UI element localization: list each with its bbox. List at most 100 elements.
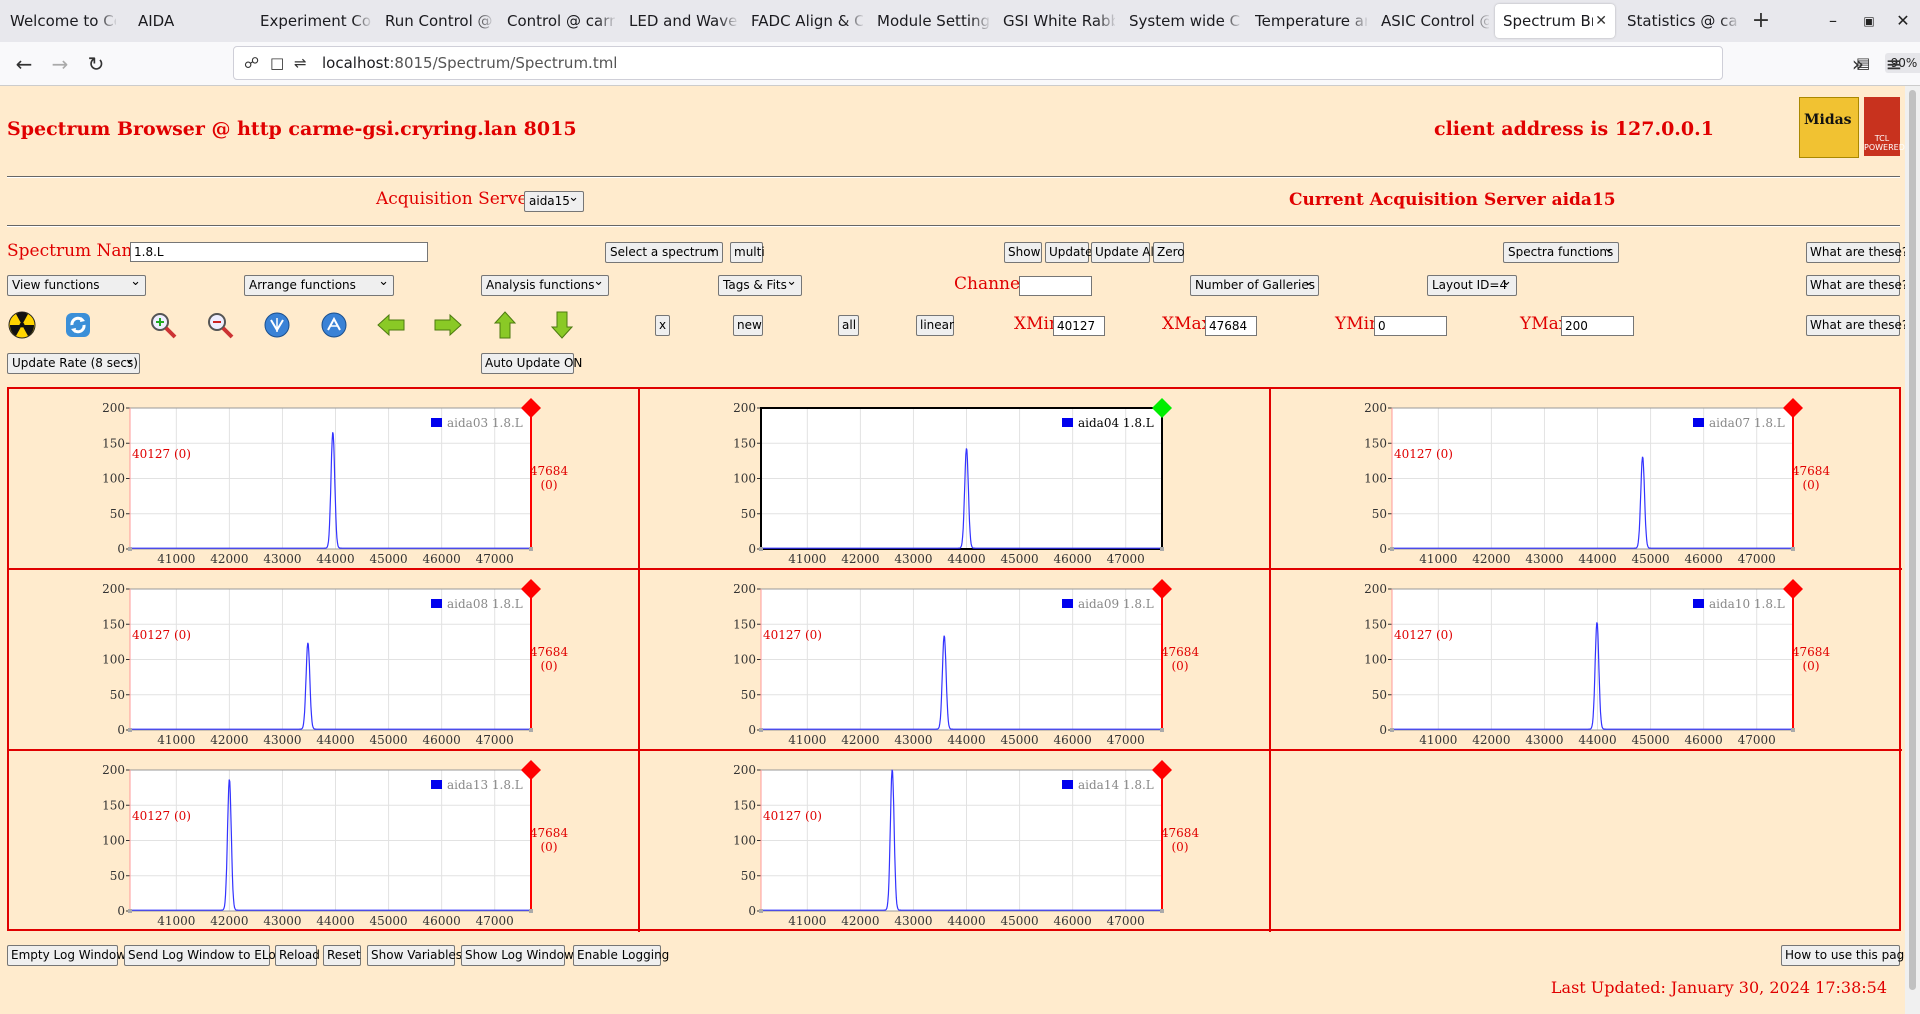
spectrum-panel[interactable]: 41000 42000 43000 44000 45000 46000 47000 0 50 10…	[1271, 570, 1902, 751]
linear-button[interactable]: linear	[916, 315, 954, 336]
browser-tab[interactable]: Control @ carm	[499, 4, 617, 38]
url-text[interactable]: localhost:8015/Spectrum/Spectrum.tml	[322, 54, 618, 72]
arrow-up-icon[interactable]	[490, 310, 520, 340]
close-window-icon[interactable]: ✕	[1896, 11, 1910, 30]
layout-id-select[interactable]: Layout ID=4	[1427, 275, 1517, 296]
arrow-down-icon[interactable]	[547, 310, 577, 340]
spectrum-plot[interactable]: 41000 42000 43000 44000 45000 46000 47000 0 50 10…	[9, 570, 640, 751]
marker-handle-icon[interactable]	[1152, 398, 1172, 418]
marker-handle-icon[interactable]	[521, 579, 541, 599]
spectrum-panel[interactable]: 41000 42000 43000 44000 45000 46000 47000 0 50 10…	[640, 389, 1271, 570]
reset-button[interactable]: Reset	[323, 945, 361, 966]
show-variables-button[interactable]: Show Variables	[367, 945, 462, 966]
corner-handle[interactable]	[1390, 728, 1394, 732]
tags-fits-select[interactable]: Tags & Fits	[718, 275, 802, 296]
reload-icon[interactable]: ↻	[87, 52, 105, 76]
update-all-button[interactable]: Update All	[1091, 242, 1157, 263]
browser-tab[interactable]: Temperature an	[1247, 4, 1369, 38]
corner-handle[interactable]	[529, 728, 533, 732]
view-functions-select[interactable]: View functions	[7, 275, 146, 296]
page-scrollbar[interactable]	[1905, 86, 1920, 1014]
expand-y-icon[interactable]	[319, 310, 349, 340]
corner-handle[interactable]	[1791, 547, 1795, 551]
browser-tab[interactable]: FADC Align & C	[743, 4, 865, 38]
update-rate-select[interactable]: Update Rate (8 secs)	[7, 353, 140, 374]
spectrum-plot[interactable]: 41000 42000 43000 44000 45000 46000 47000 0 50 10…	[640, 570, 1271, 751]
browser-tab[interactable]: Experiment Con	[252, 4, 373, 38]
marker-handle-icon[interactable]	[1783, 579, 1803, 599]
corner-handle[interactable]	[759, 909, 763, 913]
tcl-powered-logo[interactable]: TCL POWERED	[1864, 97, 1905, 156]
zero-button[interactable]: Zero	[1153, 242, 1185, 263]
corner-handle[interactable]	[759, 728, 763, 732]
spectrum-panel[interactable]: 41000 42000 43000 44000 45000 46000 47000 0 50 10…	[9, 389, 640, 570]
arrow-right-icon[interactable]	[433, 310, 463, 340]
spectrum-panel[interactable]: 41000 42000 43000 44000 45000 46000 47000 0 50 10…	[9, 751, 640, 932]
marker-handle-icon[interactable]	[1783, 398, 1803, 418]
what-are-these-button[interactable]: What are these?	[1806, 242, 1905, 263]
page-icon[interactable]: □	[270, 54, 285, 72]
show-button[interactable]: Show	[1004, 242, 1042, 263]
spectrum-plot[interactable]: 41000 42000 43000 44000 45000 46000 47000 0 50 10…	[640, 389, 1271, 570]
xmin-input[interactable]: 40127	[1053, 316, 1105, 336]
midas-logo[interactable]: Midas	[1799, 97, 1859, 158]
corner-handle[interactable]	[529, 909, 533, 913]
reload-button[interactable]: Reload	[275, 945, 320, 966]
zoom-level[interactable]: 90%	[1885, 53, 1920, 73]
xmax-input[interactable]: 47684	[1205, 316, 1257, 336]
corner-handle[interactable]	[128, 909, 132, 913]
auto-update-button[interactable]: Auto Update ON	[481, 353, 582, 374]
browser-tab[interactable]: AIDA	[130, 4, 248, 38]
spectrum-plot[interactable]: 41000 42000 43000 44000 45000 46000 47000 0 50 10…	[1271, 389, 1902, 570]
browser-tab[interactable]: Run Control @	[377, 4, 495, 38]
zoom-in-icon[interactable]	[148, 310, 178, 340]
refresh-icon[interactable]	[63, 310, 93, 340]
how-to-use-button[interactable]: How to use this page	[1781, 945, 1905, 966]
empty-log-window-button[interactable]: Empty Log Window	[7, 945, 126, 966]
corner-handle[interactable]	[1160, 547, 1164, 551]
corner-handle[interactable]	[1160, 909, 1164, 913]
corner-handle[interactable]	[759, 547, 763, 551]
marker-handle-icon[interactable]	[1152, 760, 1172, 780]
minimize-icon[interactable]: –	[1829, 11, 1837, 30]
corner-handle[interactable]	[1160, 728, 1164, 732]
url-bar[interactable]: ☍ □ ⇌ localhost:8015/Spectrum/Spectrum.t…	[233, 46, 1920, 80]
corner-handle[interactable]	[128, 728, 132, 732]
spectrum-panel[interactable]: 41000 42000 43000 44000 45000 46000 47000 0 50 10…	[1271, 389, 1902, 570]
zoom-out-icon[interactable]	[205, 310, 235, 340]
number-of-galleries-select[interactable]: Number of Galleries	[1190, 275, 1319, 296]
send-log-to-elog-button[interactable]: Send Log Window to ELog	[124, 945, 283, 966]
marker-handle-icon[interactable]	[521, 398, 541, 418]
radiation-icon[interactable]	[7, 310, 37, 340]
corner-handle[interactable]	[1390, 547, 1394, 551]
arrange-functions-select[interactable]: Arrange functions	[244, 275, 394, 296]
update-button[interactable]: Update	[1045, 242, 1092, 263]
new-button[interactable]: new	[733, 315, 763, 336]
ymin-input[interactable]: 0	[1374, 316, 1447, 336]
spectrum-plot[interactable]: 41000 42000 43000 44000 45000 46000 47000 0 50 10…	[640, 751, 1271, 932]
corner-handle[interactable]	[1791, 728, 1795, 732]
forward-icon[interactable]: →	[51, 52, 69, 76]
spectrum-plot[interactable]: 41000 42000 43000 44000 45000 46000 47000 0 50 10…	[9, 751, 640, 932]
what-are-these-button[interactable]: What are these?	[1806, 275, 1905, 296]
browser-tab[interactable]: Spectrum Bro✕	[1495, 4, 1615, 38]
browser-tab[interactable]: LED and Wavefo	[621, 4, 739, 38]
browser-tab[interactable]: ASIC Control @	[1373, 4, 1491, 38]
x-button[interactable]: x	[655, 315, 670, 336]
browser-tab[interactable]: Statistics @ car	[1619, 4, 1740, 38]
reader-view-icon[interactable]: ▤	[1856, 54, 1871, 72]
multi-button[interactable]: multi	[730, 242, 765, 263]
all-button[interactable]: all	[838, 315, 859, 336]
tab-close-icon[interactable]: ✕	[1595, 13, 1607, 29]
spectrum-name-input[interactable]: 1.8.L	[130, 242, 428, 262]
corner-handle[interactable]	[529, 547, 533, 551]
enable-logging-button[interactable]: Enable Logging	[573, 945, 669, 966]
corner-handle[interactable]	[128, 547, 132, 551]
channel-input[interactable]	[1019, 276, 1092, 296]
maximize-icon[interactable]: ▣	[1863, 14, 1875, 28]
what-are-these-button[interactable]: What are these?	[1806, 315, 1905, 336]
spectrum-panel[interactable]: 41000 42000 43000 44000 45000 46000 47000 0 50 10…	[9, 570, 640, 751]
expand-x-icon[interactable]	[262, 310, 292, 340]
marker-handle-icon[interactable]	[521, 760, 541, 780]
browser-tab[interactable]: GSI White Rabbi	[995, 4, 1117, 38]
